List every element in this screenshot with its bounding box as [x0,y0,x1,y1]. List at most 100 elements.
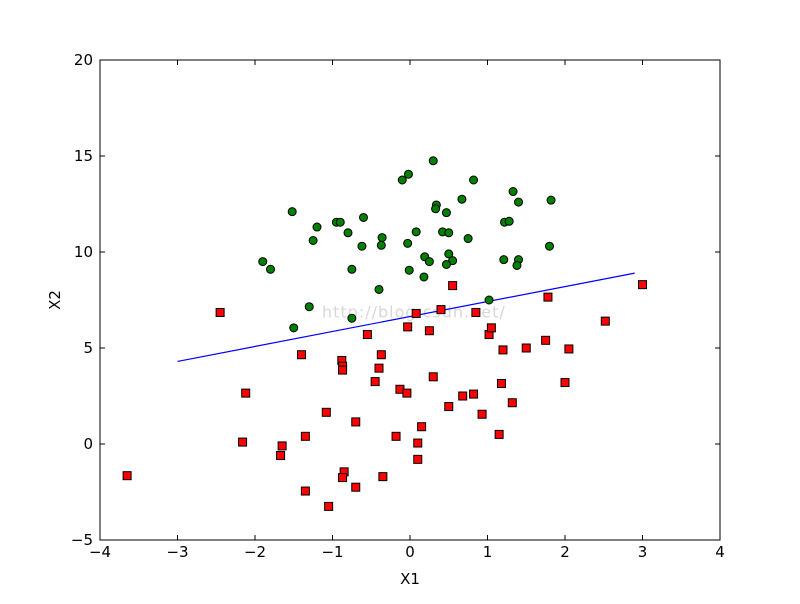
scatter-point-square [507,398,517,408]
scatter-point-square [436,305,446,315]
scatter-point-square [402,388,412,398]
scatter-point-circle [546,195,556,205]
scatter-point-square [496,379,506,389]
scatter-point-circle [428,156,438,166]
x-tick-label: −1 [321,543,343,561]
scatter-point-circle [499,255,509,265]
scatter-point-square [477,409,487,419]
scatter-point-circle [484,295,494,305]
scatter-point-square [600,316,610,326]
scatter-point-circle [357,241,367,251]
x-tick-label: 2 [560,543,570,561]
y-tick-label: 10 [74,243,93,261]
scatter-point-circle [469,175,479,185]
scatter-point-square [300,486,310,496]
x-axis-label: X1 [400,570,420,588]
scatter-point-square [338,473,348,483]
x-tick-label: 4 [715,543,725,561]
x-tick-label: 1 [483,543,493,561]
scatter-point-circle [424,257,434,267]
scatter-point-square [471,307,481,317]
scatter-point-circle [457,194,467,204]
scatter-point-square [521,343,531,353]
scatter-point-square [543,292,553,302]
scatter-point-circle [289,323,299,333]
scatter-point-square [276,451,286,461]
scatter-point-square [498,345,508,355]
scatter-point-circle [304,302,314,312]
plot-area [100,60,720,540]
scatter-point-circle [397,175,407,185]
y-tick-label: 5 [83,339,93,357]
scatter-point-square [458,391,468,401]
scatter-point-circle [347,313,357,323]
scatter-point-square [297,350,306,360]
scatter-point-square [638,280,647,290]
scatter-point-square [560,378,570,388]
scatter-point-square [403,322,413,332]
scatter-point-circle [403,169,413,179]
scatter-point-circle [359,212,368,222]
scatter-point-square [413,438,423,448]
scatter-point-square [122,471,132,481]
scatter-point-circle [308,235,318,245]
scatter-point-square [215,307,225,317]
scatter-point-square [564,344,574,354]
scatter-point-square [417,422,427,432]
scatter-point-square [238,437,248,447]
scatter-point-square [378,472,388,482]
scatter-point-circle [463,234,473,244]
scatter-point-circle [377,233,387,243]
y-tick-label: −5 [71,531,93,549]
scatter-point-square [428,372,438,382]
y-tick-label: 20 [74,51,93,69]
scatter-point-circle [411,227,421,237]
x-tick-label: −4 [89,543,111,561]
x-tick-label: −3 [166,543,188,561]
scatter-point-circle [545,241,554,251]
scatter-point-circle [312,222,322,232]
y-tick-label: 15 [74,147,93,165]
scatter-point-square [351,482,361,492]
scatter-point-square [411,308,421,318]
scatter-point-circle [444,228,454,238]
scatter-point-circle [441,208,451,218]
scatter-point-square [277,441,287,451]
scatter-point-circle [376,240,386,250]
decision-line [177,272,635,363]
scatter-point-square [494,429,504,439]
scatter-point-circle [287,207,297,217]
scatter-point-square [351,417,361,427]
scatter-point-circle [404,265,414,275]
scatter-point-circle [335,217,345,227]
scatter-point-square [413,454,423,464]
scatter-point-square [376,350,386,360]
scatter-point-square [391,431,401,441]
x-tick-label: −2 [244,543,266,561]
scatter-point-square [370,377,380,387]
scatter-point-square [362,330,372,340]
scatter-point-circle [374,284,384,294]
scatter-point-square [444,402,454,412]
y-axis-label: X2 [46,290,64,310]
scatter-point-circle [266,264,275,274]
scatter-point-square [300,431,310,441]
scatter-point-circle [403,238,413,248]
scatter-point-square [324,501,334,511]
scatter-point-circle [508,187,518,197]
scatter-point-circle [444,249,454,259]
x-tick-label: 3 [638,543,648,561]
scatter-point-square [374,363,384,373]
scatter-point-circle [343,228,353,238]
scatter-point-square [448,281,458,291]
scatter-point-circle [431,204,441,214]
scatter-point-circle [258,257,268,267]
scatter-point-square [321,407,331,417]
scatter-point-square [541,335,551,345]
x-tick-label: 0 [405,543,415,561]
scatter-point-circle [512,260,522,270]
scatter-point-circle [419,272,429,282]
scatter-point-square [424,326,434,336]
